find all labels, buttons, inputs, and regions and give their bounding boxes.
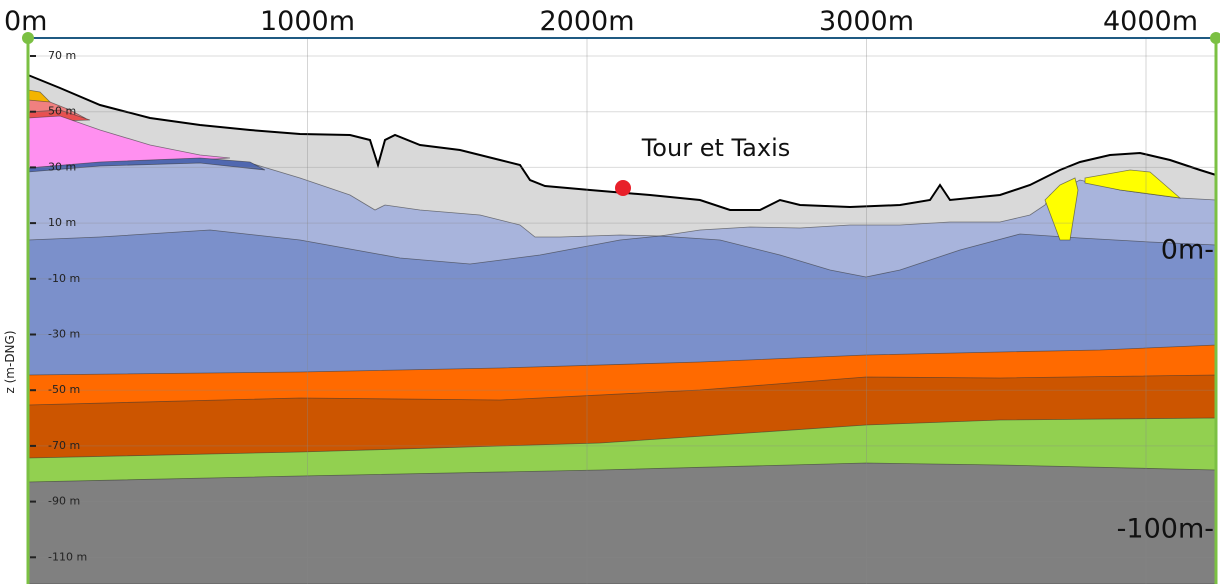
left-axis-label: -30 m: [48, 328, 80, 341]
layers: [27, 74, 1217, 584]
grid: [28, 38, 1216, 584]
top-axis-label: 0m: [4, 6, 47, 37]
top-axis-label: 1000m: [260, 6, 355, 37]
right-label: 0m-: [1161, 235, 1214, 266]
top-axis-label: 2000m: [539, 6, 634, 37]
gray-layer: [27, 462, 1217, 584]
left-axis-label: -90 m: [48, 495, 80, 508]
dark-blue-lens: [27, 157, 266, 173]
left-axis-label: -50 m: [48, 383, 80, 396]
left-axis-label: 30 m: [48, 160, 76, 173]
right-label: -100m-: [1117, 514, 1214, 545]
axis-title: z (m-DNG): [3, 330, 17, 393]
left-axis-label: 10 m: [48, 216, 76, 229]
yellow-lens: [1084, 169, 1182, 199]
left-axis-label: -10 m: [48, 272, 80, 285]
axis-end: [1210, 32, 1220, 44]
left-axis-label: 50 m: [48, 105, 76, 118]
yellow-lens: [1044, 177, 1079, 241]
top-axis-label: 4000m: [1103, 6, 1198, 37]
axis-end: [22, 32, 34, 44]
left-axis-label: -70 m: [48, 439, 80, 452]
terrain-line: [27, 74, 1217, 211]
top-axis-label: 3000m: [819, 6, 914, 37]
annotation: Tour et Taxis: [641, 134, 791, 162]
left-axis-label: 70 m: [48, 49, 76, 62]
left-axis-label: -110 m: [48, 550, 87, 563]
location-marker: [615, 180, 631, 196]
